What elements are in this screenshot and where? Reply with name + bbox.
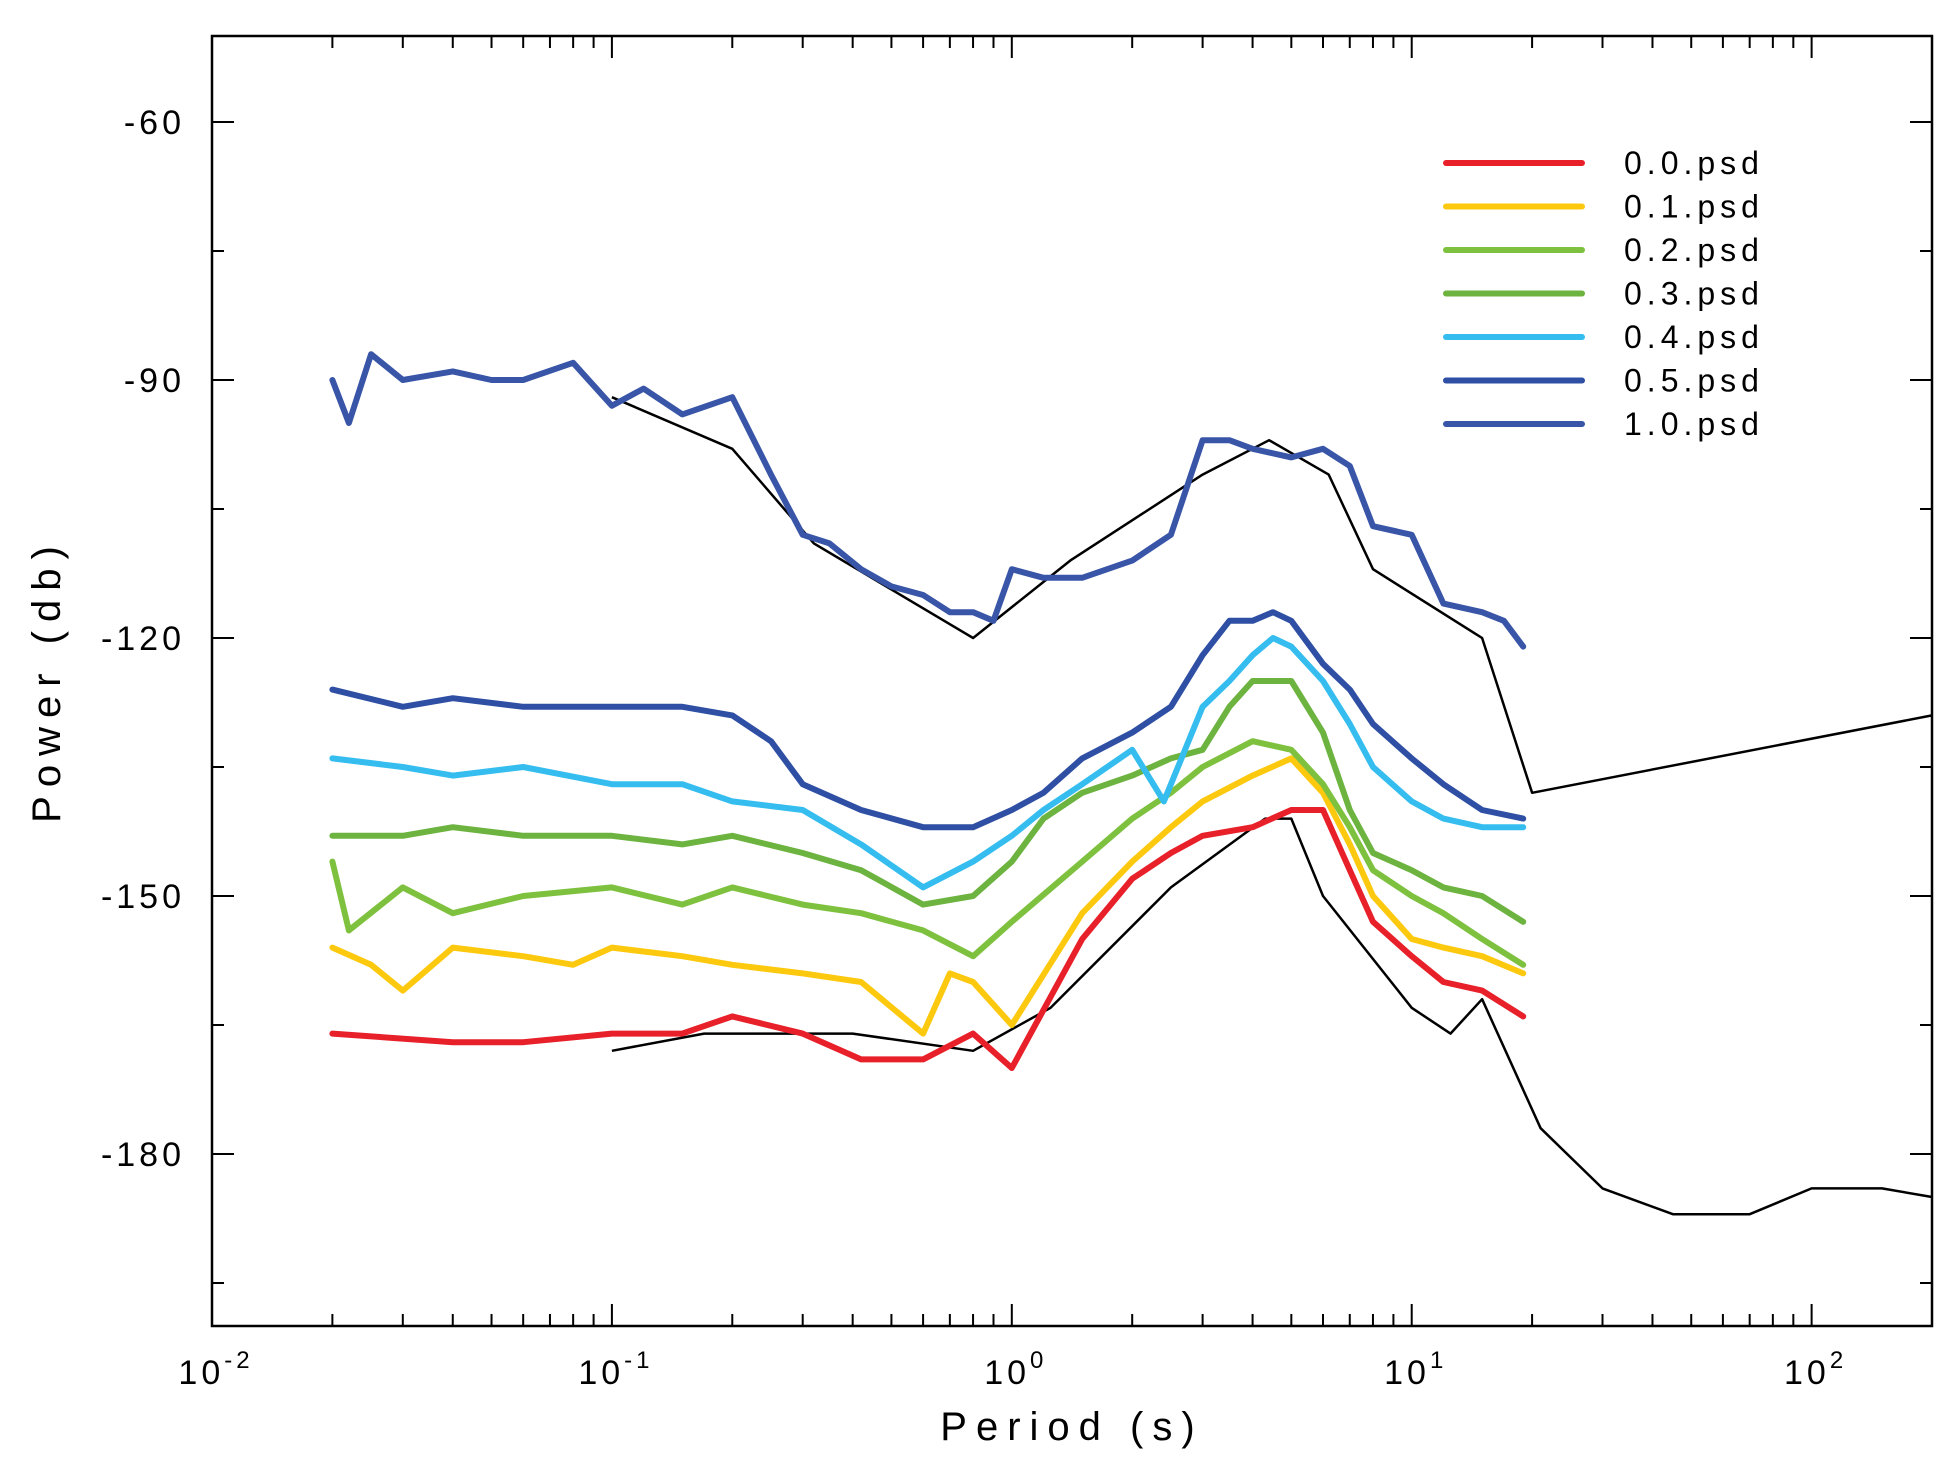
x-tick-label: 102 [1784,1347,1847,1392]
y-tick-label: -180 [101,1136,185,1174]
x-axis-tick-labels: 10-2 10-1 100 101 102 [178,1347,1847,1392]
series-lines [329,351,1527,1071]
legend-label: 0.2.psd [1624,232,1764,268]
series-line-0-0-psd [329,807,1527,1071]
y-axis-tick-labels: -60 -90 -120 -150 -180 [101,104,185,1174]
series-line-0-5-psd [329,609,1527,831]
y-tick-label: -90 [124,362,185,400]
y-axis-ticks [212,121,1932,1284]
y-axis-title: Power (db) [25,537,69,823]
x-tick-label: 101 [1384,1347,1447,1392]
series-line-0-3-psd [329,678,1527,925]
legend-label: 1.0.psd [1624,406,1764,442]
y-tick-label: -120 [101,620,185,658]
y-tick-label: -60 [124,104,185,142]
low-noise-model-line [611,817,1933,1216]
x-axis-title: Period (s) [940,1405,1203,1449]
legend-label: 0.0.psd [1624,145,1764,181]
x-tick-label: 100 [984,1347,1047,1392]
legend-label: 0.5.psd [1624,363,1764,399]
series-line-0-4-psd [329,635,1527,891]
legend-label: 0.1.psd [1624,189,1764,225]
series-line-0-2-psd [329,738,1527,968]
reference-lines [611,396,1933,1216]
legend-label: 0.3.psd [1624,276,1764,312]
y-tick-label: -150 [101,878,185,916]
plot-frame [210,34,1934,1328]
legend: 0.0.psd 0.1.psd 0.2.psd 0.3.psd 0.4.psd 0.5.p… [1443,145,1764,442]
series-line-1-0-psd [329,351,1527,650]
x-axis-ticks [211,36,1933,1326]
series-line-0-1-psd [329,755,1527,1037]
x-tick-label: 10-2 [178,1347,253,1392]
legend-label: 0.4.psd [1624,319,1764,355]
x-tick-label: 10-1 [578,1347,653,1392]
high-noise-model-line [611,396,1933,795]
